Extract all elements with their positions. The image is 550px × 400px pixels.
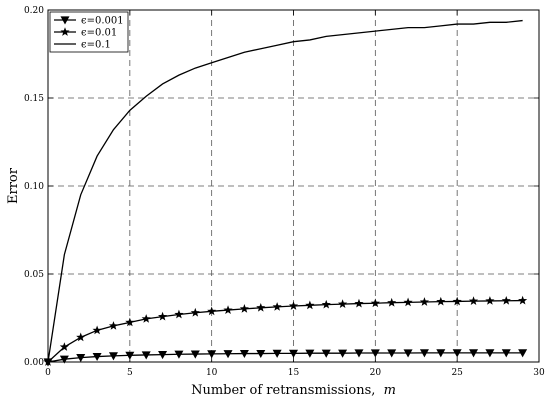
series-line-0 (47, 352, 523, 363)
point-s1-23 (419, 297, 429, 306)
point-s0-25 (452, 349, 462, 358)
point-s0-18 (338, 349, 348, 358)
point-s1-28 (501, 295, 511, 305)
series-layer (43, 19, 528, 367)
x-tick-label-5: 25 (451, 368, 463, 378)
point-s1-13 (256, 302, 266, 312)
point-s1-24 (436, 296, 446, 306)
point-s1-1 (59, 342, 69, 351)
point-s1-29 (518, 295, 528, 305)
x-axis-label-variable: m (384, 383, 396, 398)
x-axis-label: Number of retransmissions, m (191, 383, 396, 398)
point-s0-29 (518, 349, 528, 358)
point-s0-2 (76, 354, 86, 363)
point-s0-12 (239, 349, 249, 359)
point-s1-10 (207, 306, 217, 316)
x-tick-label-1: 5 (127, 368, 133, 378)
point-s0-15 (289, 349, 298, 358)
axis-ticks: 0 5 10 15 20 25 30 0.00 0.05 0.10 0.15 0.20 (24, 6, 545, 378)
point-s0-19 (354, 349, 364, 358)
legend-marker-1 (60, 27, 70, 36)
point-s1-14 (272, 302, 282, 311)
y-tick-label-3: 0.15 (24, 94, 44, 104)
x-tick-label-3: 15 (288, 368, 300, 378)
series-0 (43, 349, 528, 367)
legend-label-0: ϵ=0.001 (81, 16, 124, 27)
y-tick-label-0: 0.00 (24, 358, 44, 368)
legend-label-1: ϵ=0.01 (81, 28, 117, 39)
point-s0-1 (59, 355, 69, 364)
legend-label-2: ϵ=0.1 (81, 40, 111, 51)
point-s1-2 (76, 332, 86, 342)
point-s0-4 (108, 352, 118, 361)
x-tick-label-2: 10 (206, 368, 218, 378)
point-s0-16 (305, 349, 315, 358)
grid-lines (48, 10, 539, 362)
point-s0-26 (469, 349, 479, 358)
point-s1-25 (452, 296, 462, 306)
point-s1-8 (174, 309, 184, 319)
point-s0-21 (387, 349, 397, 358)
point-s1-5 (125, 317, 135, 327)
point-s1-11 (223, 305, 233, 314)
point-s0-13 (256, 349, 266, 359)
point-s0-28 (501, 349, 511, 358)
point-s1-22 (403, 297, 413, 307)
series-line-2 (47, 19, 523, 363)
point-s1-20 (370, 298, 380, 308)
point-s1-6 (141, 314, 151, 323)
point-s0-27 (485, 349, 495, 358)
series-2 (47, 19, 523, 363)
point-s1-16 (305, 300, 315, 310)
point-s1-7 (158, 311, 168, 321)
point-s0-11 (223, 350, 233, 359)
x-tick-label-4: 20 (370, 368, 382, 378)
point-s0-22 (403, 349, 413, 358)
point-s1-15 (288, 301, 299, 310)
x-tick-label-0: 0 (45, 368, 51, 378)
point-s0-24 (436, 349, 446, 358)
legend-marker-0 (60, 16, 70, 25)
point-s0-20 (370, 349, 380, 358)
series-1 (43, 295, 528, 366)
y-axis-label: Error (6, 167, 21, 204)
point-s1-17 (321, 299, 331, 309)
point-s1-3 (92, 325, 102, 335)
point-s0-8 (174, 350, 184, 359)
y-tick-label-2: 0.10 (24, 182, 44, 192)
y-tick-label-4: 0.20 (24, 6, 44, 16)
point-s0-9 (190, 350, 200, 359)
y-tick-label-1: 0.05 (24, 270, 44, 280)
point-s0-6 (141, 351, 151, 360)
point-s1-18 (338, 299, 348, 308)
point-s0-5 (125, 351, 135, 360)
series-line-1 (47, 299, 523, 363)
point-s1-12 (239, 304, 249, 313)
point-s1-27 (485, 296, 495, 305)
point-s1-26 (468, 296, 479, 305)
point-s1-4 (108, 321, 119, 330)
point-s1-21 (387, 297, 397, 307)
point-s1-19 (354, 298, 364, 308)
x-tick-label-6: 30 (533, 368, 545, 378)
point-s1-9 (190, 307, 200, 317)
point-s0-23 (419, 349, 429, 358)
x-axis-label-text: Number of retransmissions, (191, 383, 375, 398)
point-s0-17 (321, 349, 331, 358)
point-s0-7 (158, 351, 168, 360)
point-s0-10 (207, 350, 217, 359)
point-s0-14 (272, 349, 282, 358)
point-s0-3 (92, 352, 102, 362)
